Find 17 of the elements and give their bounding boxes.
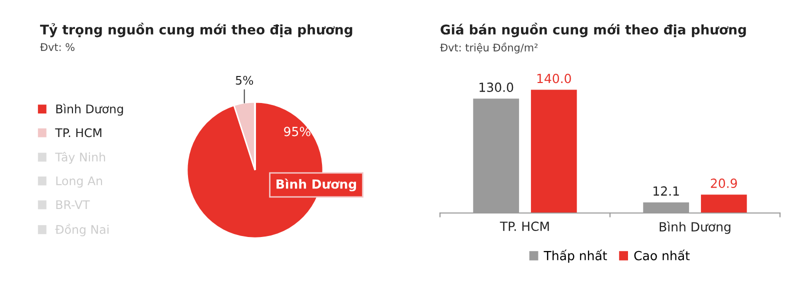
chart-title: Tỷ trọng nguồn cung mới theo địa phương (40, 22, 352, 38)
chart-subtitle: Đvt: % (40, 43, 74, 52)
legend-label: Cao nhất (634, 250, 690, 260)
chart-title: Giá bán nguồn cung mới theo địa phương (440, 22, 746, 38)
legend-label: TP. HCM (55, 128, 102, 138)
bar (700, 194, 747, 213)
bar (530, 90, 577, 213)
data-label: 12.1 (654, 186, 679, 196)
data-label: 20.9 (710, 178, 737, 188)
data-label: 5% (236, 76, 254, 85)
legend-label: Bình Dương (56, 104, 123, 116)
legend-label: Thấp nhất (544, 250, 608, 263)
data-label: 95% (284, 126, 310, 136)
chart-subtitle: Đvt: triệu Đồng/m² (440, 42, 538, 54)
text: Bình Dương (276, 178, 356, 192)
data-label: 130.0 (480, 82, 514, 92)
data-label: 140.0 (537, 74, 571, 84)
